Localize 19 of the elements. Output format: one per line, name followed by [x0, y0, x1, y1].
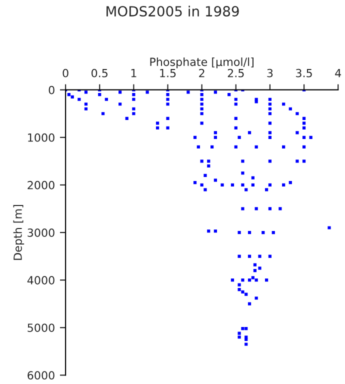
y-tick-label: 0	[48, 86, 54, 94]
x-tick-label: 1.5	[160, 69, 176, 78]
x-tick-label: 3.5	[296, 68, 312, 78]
chart-title: MODS2005 in 1989	[106, 6, 239, 17]
y-tick-label: 1000	[28, 133, 54, 142]
y-axis-title: Depth [m]	[13, 205, 24, 260]
x-tick-label: 3	[267, 68, 273, 78]
x-axis-title: Phosphate [µmol/l]	[150, 57, 254, 68]
y-tick-label: 3000	[28, 228, 54, 237]
x-tick-label: 4	[335, 69, 342, 78]
x-tick-label: 0.5	[92, 68, 108, 78]
x-tick-label: 2	[199, 68, 204, 78]
y-tick-label: 5000	[28, 324, 54, 332]
y-tick-label: 4000	[27, 276, 54, 284]
x-tick-label: 2.5	[228, 68, 244, 78]
y-tick-label: 6000	[28, 371, 54, 380]
x-tick-label: 0	[62, 68, 68, 78]
y-tick-label: 2000	[28, 180, 54, 190]
x-tick-label: 1	[131, 69, 136, 78]
